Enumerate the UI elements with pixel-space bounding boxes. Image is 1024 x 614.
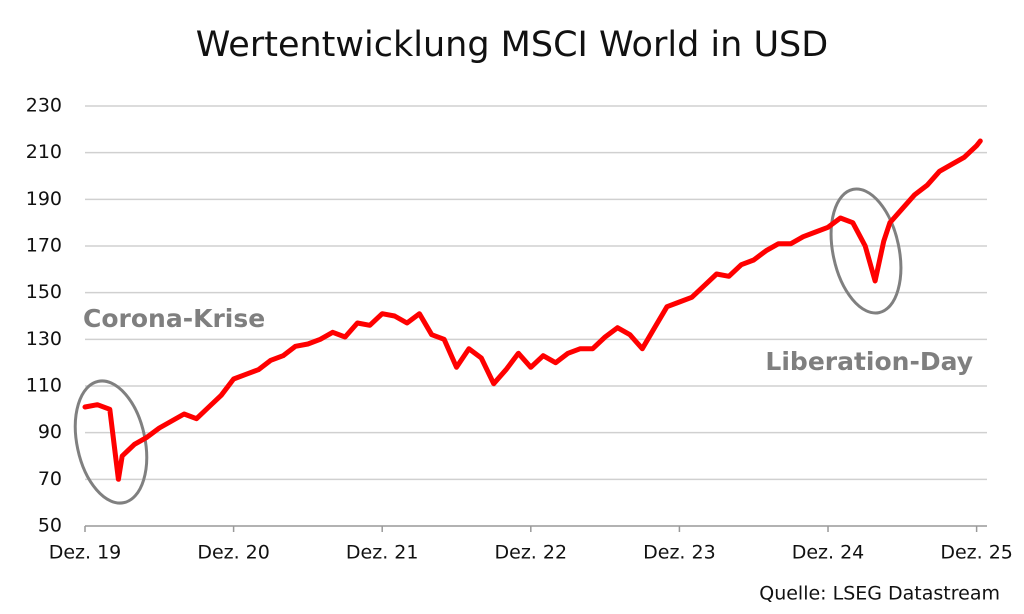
y-tick-label: 170	[26, 235, 62, 257]
y-tick-label: 130	[26, 328, 62, 350]
x-tick-label: Dez. 23	[643, 542, 716, 564]
highlight-ellipse	[829, 187, 903, 315]
x-tick-label: Dez. 22	[495, 542, 568, 564]
annotation: Liberation-Day	[765, 347, 973, 376]
x-tick-label: Dez. 24	[792, 542, 865, 564]
x-tick-label: Dez. 20	[197, 542, 270, 564]
x-tick-label: Dez. 21	[346, 542, 419, 564]
chart-title: Wertentwicklung MSCI World in USD	[196, 25, 828, 65]
y-tick-label: 210	[26, 141, 62, 163]
x-tick-label: Dez. 25	[940, 542, 1013, 564]
y-tick-label: 150	[26, 281, 62, 303]
y-tick-label: 190	[26, 188, 62, 210]
y-tick-label: 110	[26, 375, 62, 397]
y-tick-label: 230	[26, 95, 62, 117]
y-tick-label: 50	[38, 515, 62, 537]
y-tick-label: 70	[38, 468, 62, 490]
highlight-ellipse	[73, 379, 149, 505]
grid	[84, 105, 987, 532]
x-tick-label: Dez. 19	[49, 542, 122, 564]
y-tick-label: 90	[38, 421, 62, 443]
series-line	[82, 138, 983, 482]
annotation: Corona-Krise	[83, 304, 265, 333]
source: Quelle: LSEG Datastream	[759, 583, 1000, 605]
